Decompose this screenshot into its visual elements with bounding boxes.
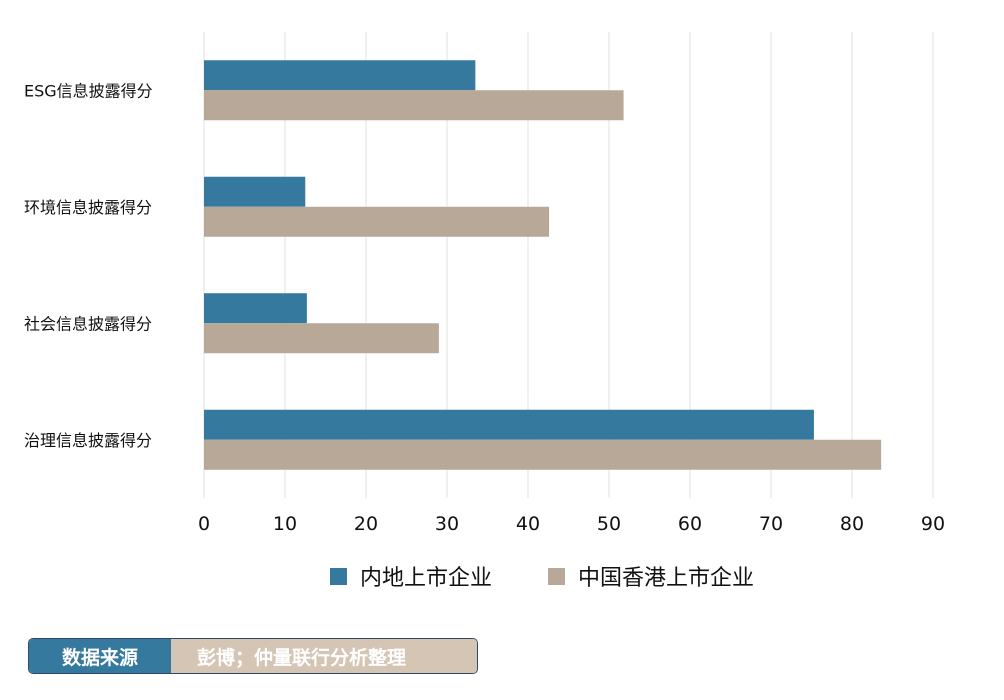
category-label-1: 环境信息披露得分 [24,198,152,217]
category-label-2: 社会信息披露得分 [24,314,152,333]
data-source-box: 数据来源 彭博；仲量联行分析整理 [28,638,478,674]
bar-0-1 [204,90,624,121]
tick-label-1: 10 [273,513,297,535]
tick-label-2: 20 [354,513,378,535]
legend-swatch-0 [330,568,347,585]
tick-label-7: 70 [759,513,783,535]
legend-swatch-1 [548,568,565,585]
tick-label-6: 60 [678,513,702,535]
bar-2-1 [204,323,439,354]
data-source-value: 彭博；仲量联行分析整理 [171,639,477,673]
bar-2-0 [204,293,307,324]
bars [204,60,882,470]
legend-label-1: 中国香港上市企业 [578,566,754,591]
data-source-label: 数据来源 [29,639,171,673]
category-label-3: 治理信息披露得分 [24,431,152,450]
tick-label-8: 80 [840,513,864,535]
bar-0-0 [204,60,476,91]
legend: 内地上市企业 中国香港上市企业 [330,566,754,591]
tick-label-3: 30 [435,513,459,535]
category-label-0: ESG信息披露得分 [24,81,153,100]
legend-label-0: 内地上市企业 [360,566,492,591]
x-axis-ticks: 0 10 20 30 40 50 60 70 80 90 [198,513,945,535]
tick-label-4: 40 [516,513,540,535]
bar-1-1 [204,206,550,237]
bar-3-1 [204,439,882,470]
tick-label-5: 50 [597,513,621,535]
bar-3-0 [204,409,814,440]
tick-label-9: 90 [921,513,945,535]
tick-label-0: 0 [198,513,210,535]
bar-1-0 [204,176,306,207]
